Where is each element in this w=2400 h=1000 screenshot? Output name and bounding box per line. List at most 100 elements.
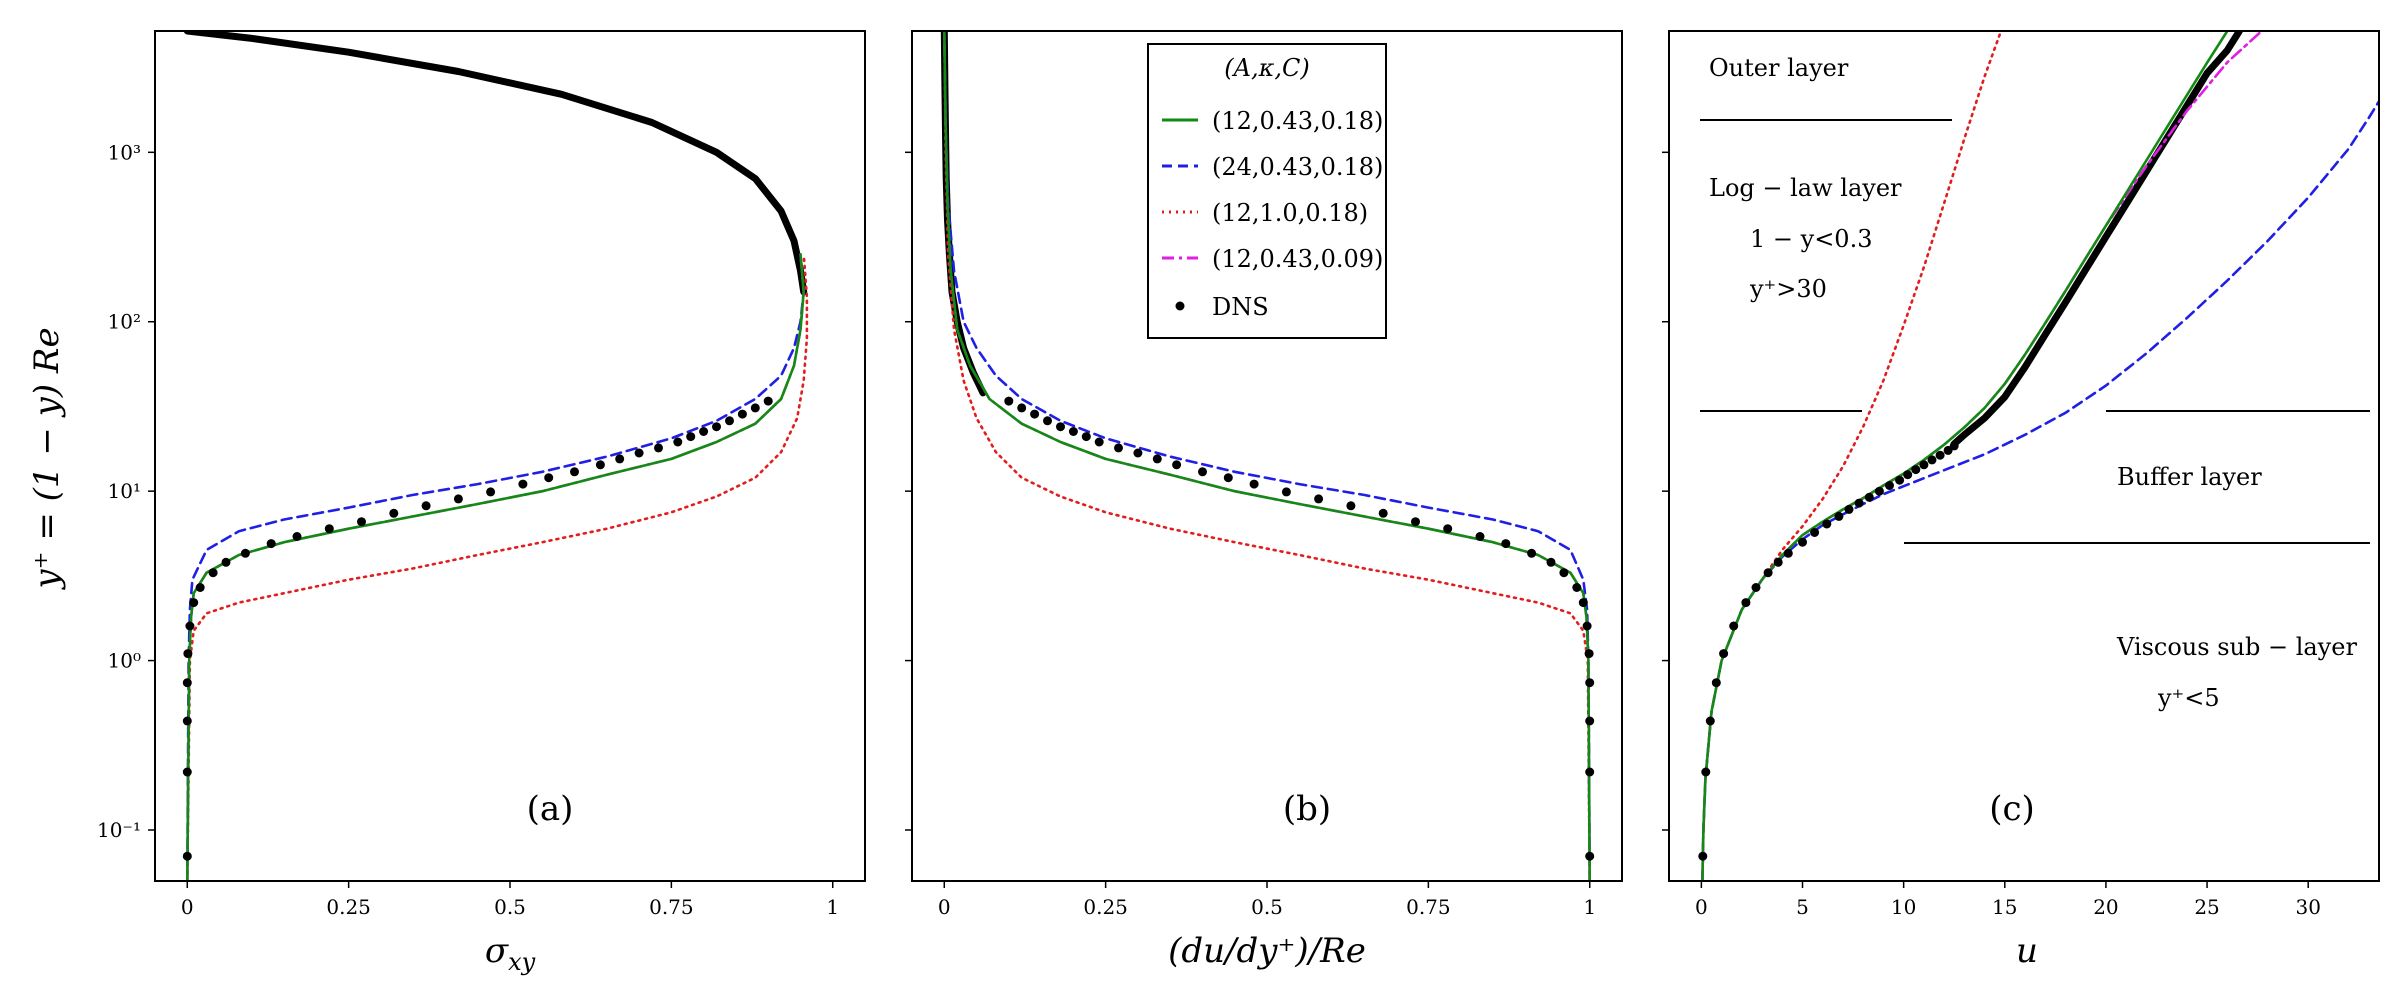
series-line-red <box>186 253 809 881</box>
dns-point <box>1249 479 1259 489</box>
dns-point <box>544 473 554 483</box>
panel-a-y-ticks: 10⁻¹ 10⁰ 10¹ 10² 10³ <box>97 140 155 842</box>
series-line-dns <box>183 31 808 296</box>
dns-point <box>1582 621 1592 631</box>
dns-point <box>182 716 192 726</box>
dns-point <box>1874 486 1884 496</box>
dns-point <box>634 448 644 458</box>
x-tick-label: 20 <box>2093 895 2118 919</box>
dns-point <box>1346 501 1356 511</box>
dns-point <box>189 598 199 608</box>
dns-point <box>182 851 192 861</box>
dns-point <box>725 416 734 426</box>
dns-point <box>1698 851 1708 861</box>
series-line-magenta <box>1701 31 2264 881</box>
dns-point <box>595 460 605 470</box>
x-tick-label: 0 <box>1695 895 1708 919</box>
series-line-blue <box>186 253 805 881</box>
dns-point <box>292 532 302 541</box>
panel-b-y-ticks <box>905 151 912 831</box>
legend-entry-2: (24,0.43,0.18) <box>1212 153 1383 181</box>
y-tick-label: 10² <box>108 310 141 334</box>
dns-point <box>1378 508 1388 518</box>
dns-point <box>421 501 431 511</box>
dns-point <box>1030 409 1040 419</box>
panel-c-dns-points <box>1698 441 1959 861</box>
dns-point <box>1949 441 1959 451</box>
dns-point <box>1773 557 1783 567</box>
dns-point <box>1935 450 1945 460</box>
dns-point <box>1223 473 1233 483</box>
dns-point <box>654 443 663 453</box>
dns-point <box>1751 583 1761 592</box>
dns-point <box>1172 460 1182 470</box>
dns-point <box>673 437 683 447</box>
x-tick-label: 0.5 <box>494 895 526 919</box>
dns-point <box>1314 494 1324 504</box>
annotation-outer-layer: Outer layer <box>1709 54 1849 82</box>
legend-entry-4: (12,0.43,0.09) <box>1212 245 1383 273</box>
dns-point <box>208 568 218 578</box>
dns-point <box>182 678 192 688</box>
panel-a-lines <box>183 31 809 881</box>
dns-point <box>1546 557 1556 567</box>
dns-point <box>1281 487 1291 497</box>
dns-point <box>1844 504 1854 514</box>
annotation-viscous-cond: y⁺<5 <box>2157 684 2220 712</box>
dns-point <box>1729 621 1739 631</box>
legend-entry-1: (12,0.43,0.18) <box>1212 107 1383 135</box>
dns-point <box>195 583 205 592</box>
dns-point <box>686 432 696 442</box>
dns-point <box>1741 598 1751 608</box>
legend-box <box>1147 43 1387 339</box>
dns-point <box>1810 528 1820 537</box>
dns-point <box>1822 519 1832 529</box>
dns-point <box>1927 455 1937 465</box>
dns-point <box>1584 649 1594 659</box>
dns-point <box>1783 548 1793 558</box>
x-tick-label: 0.5 <box>1251 895 1283 919</box>
shared-y-axis-label: y⁺ = (1 − y) Re <box>27 327 67 590</box>
x-tick-label: 0 <box>938 895 951 919</box>
series-line-green <box>186 253 805 881</box>
dns-point <box>182 767 192 777</box>
legend-entry-5: DNS <box>1212 293 1269 321</box>
legend-title: (A,κ,C) <box>1224 54 1309 82</box>
legend-entry-3: (12,1.0,0.18) <box>1212 199 1368 227</box>
dns-point <box>221 557 231 567</box>
annotation-log-cond-2: y⁺>30 <box>1749 275 1827 303</box>
dns-point <box>183 649 193 659</box>
y-tick-label: 10³ <box>108 140 141 164</box>
x-tick-label: 25 <box>2194 895 2219 919</box>
dns-point <box>1578 598 1588 608</box>
annotation-viscous-layer: Viscous sub − layer <box>2116 633 2357 661</box>
dns-point <box>1081 432 1091 442</box>
panel-c-x-axis-label: u <box>2016 931 2038 971</box>
dns-point <box>357 517 366 527</box>
panel-c-lines <box>1701 31 2379 881</box>
panel-a-frame <box>154 30 866 882</box>
dns-point <box>518 479 528 489</box>
panel-b-x-ticks: 0 0.25 0.5 0.75 1 <box>938 881 1596 919</box>
dns-point <box>486 487 496 497</box>
dns-point <box>1475 532 1485 541</box>
dns-point <box>1711 678 1721 688</box>
panel-c-y-ticks <box>1662 151 1669 831</box>
panel-c-x-ticks: 0 5 10 15 20 25 30 <box>1695 881 2321 919</box>
dns-point <box>1585 851 1595 861</box>
dns-point <box>1152 454 1162 464</box>
x-tick-label: 1 <box>1583 895 1596 919</box>
series-line-magenta <box>186 253 805 881</box>
x-tick-label: 5 <box>1796 895 1809 919</box>
dns-point <box>1854 498 1864 508</box>
panel-c: 0 5 10 15 20 25 30 (c) u Outer layer Log − law… <box>1662 30 2380 971</box>
legend-swatch-dns <box>1175 301 1185 311</box>
dns-point <box>1501 539 1511 549</box>
dns-point <box>1559 568 1569 578</box>
y-tick-label: 10⁻¹ <box>97 818 141 842</box>
dns-point <box>389 508 399 518</box>
dns-point <box>453 494 463 504</box>
dns-point <box>1056 422 1065 432</box>
dns-point <box>1763 568 1773 578</box>
x-tick-label: 0 <box>181 895 194 919</box>
